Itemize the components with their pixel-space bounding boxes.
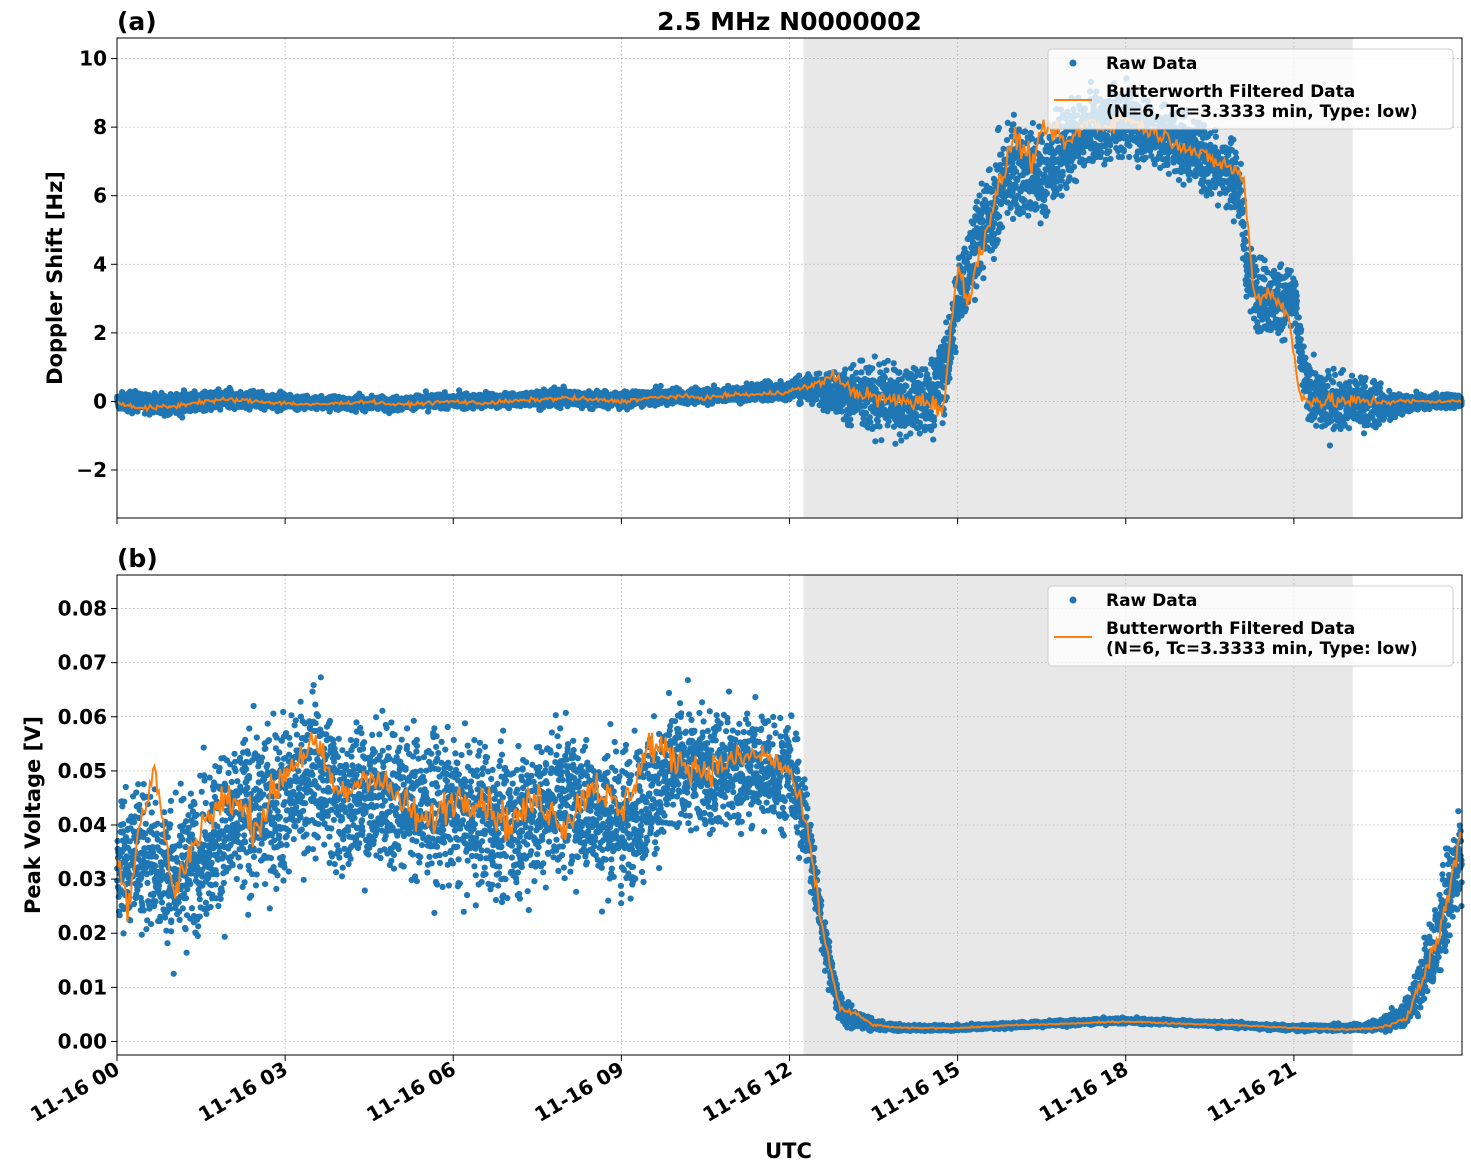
- raw-data-point: [952, 348, 959, 356]
- raw-data-point: [796, 372, 803, 379]
- raw-data-point: [847, 416, 854, 423]
- raw-data-point: [930, 436, 937, 443]
- raw-data-point: [1020, 209, 1027, 216]
- raw-data-point: [998, 151, 1005, 158]
- raw-data-point: [1033, 204, 1040, 211]
- raw-data-point: [1010, 215, 1017, 222]
- raw-data-point: [847, 422, 855, 429]
- raw-data-point: [998, 224, 1006, 231]
- raw-data-point: [907, 430, 914, 437]
- raw-data-point: [179, 414, 186, 421]
- raw-data-point: [1043, 190, 1051, 197]
- raw-data-point: [884, 357, 891, 364]
- raw-data-point: [931, 422, 938, 429]
- raw-data-point: [1000, 145, 1007, 152]
- raw-data-point: [971, 296, 979, 304]
- raw-data-point: [871, 353, 878, 360]
- raw-data-point: [991, 220, 998, 227]
- raw-data-point: [995, 124, 1002, 131]
- raw-data-point: [1010, 121, 1017, 128]
- raw-data-point: [979, 219, 986, 226]
- raw-data-point: [872, 438, 879, 445]
- raw-data-point: [876, 423, 883, 430]
- raw-data-point: [1021, 197, 1028, 204]
- raw-data-point: [657, 382, 664, 389]
- raw-data-point: [917, 372, 924, 379]
- raw-data-point: [869, 365, 876, 372]
- raw-data-point: [925, 376, 933, 383]
- raw-data-point: [896, 431, 903, 438]
- raw-data-point: [1029, 120, 1036, 127]
- raw-data-point: [883, 367, 890, 374]
- raw-data-point: [994, 237, 1001, 244]
- raw-data-point: [1037, 220, 1044, 227]
- raw-data-point: [979, 264, 987, 271]
- raw-data-point: [878, 437, 885, 444]
- raw-data-point: [858, 369, 865, 376]
- raw-data-point: [859, 357, 866, 364]
- raw-data-point: [881, 374, 889, 381]
- raw-data-point: [797, 400, 804, 407]
- raw-data-point: [939, 420, 946, 427]
- raw-data-point: [874, 417, 881, 424]
- raw-data-point: [996, 213, 1003, 220]
- raw-data-point: [892, 440, 899, 447]
- raw-data-point: [838, 408, 846, 415]
- raw-data-point: [962, 305, 970, 312]
- raw-data-point: [896, 369, 903, 376]
- raw-data-point: [903, 383, 910, 390]
- raw-data-point: [980, 275, 987, 282]
- raw-data-point: [1038, 138, 1046, 145]
- raw-data-point: [1025, 212, 1032, 219]
- raw-data-point: [885, 418, 892, 425]
- raw-data-point: [898, 437, 905, 444]
- raw-data-point: [986, 166, 993, 173]
- raw-data-point: [976, 192, 983, 199]
- raw-data-point: [816, 370, 823, 377]
- raw-data-point: [1022, 128, 1029, 135]
- raw-data-point: [913, 413, 920, 420]
- raw-data-point: [850, 361, 857, 369]
- raw-data-point: [890, 360, 897, 367]
- raw-data-point: [1010, 111, 1018, 118]
- raw-data-point: [990, 255, 998, 263]
- raw-data-point: [973, 198, 981, 205]
- raw-data-point: [842, 366, 849, 373]
- raw-data-point: [943, 319, 950, 326]
- raw-data-point: [973, 283, 980, 290]
- raw-data-point: [916, 430, 923, 437]
